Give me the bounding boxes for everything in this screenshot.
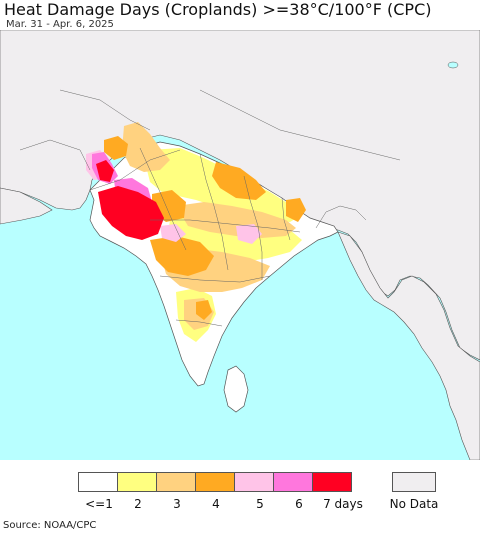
zone-7-days-sindh <box>96 160 114 182</box>
zone-4-days-south <box>196 300 212 320</box>
legend-label-7: 7 days <box>323 497 363 511</box>
legend-label-2: 2 <box>134 497 142 511</box>
zone-5-days-mp <box>160 224 186 242</box>
legend-label-4: 4 <box>212 497 220 511</box>
legend-label-6: 6 <box>295 497 303 511</box>
legend-label-3: 3 <box>173 497 181 511</box>
zone-7-days-gujarat <box>98 186 164 240</box>
zone-4-days-north <box>212 162 266 200</box>
internal-borders <box>19 89 401 327</box>
legend-swatch-7 <box>312 472 352 492</box>
lake-patch <box>447 61 459 69</box>
legend-swatch-1 <box>78 472 118 492</box>
source-credit: Source: NOAA/CPC <box>3 520 97 531</box>
legend <box>78 472 352 494</box>
legend-swatch-5 <box>234 472 274 492</box>
zone-3-days-central <box>176 202 296 238</box>
legend-label-5: 5 <box>256 497 264 511</box>
land-east-no-data <box>337 231 480 460</box>
map-subtitle: Mar. 31 - Apr. 6, 2025 <box>6 19 114 30</box>
legend-swatch-6 <box>273 472 313 492</box>
legend-swatch-2 <box>117 472 157 492</box>
legend-label-no-data: No Data <box>389 497 439 511</box>
legend-swatch-4 <box>195 472 235 492</box>
legend-swatch-no-data <box>392 472 436 492</box>
zone-4-days-maharashtra <box>150 236 214 276</box>
legend-label-1: <=1 <box>85 497 113 511</box>
zone-4-days-punjab <box>104 136 128 160</box>
heat-damage-map <box>0 30 480 460</box>
land-west-no-data <box>0 187 53 225</box>
legend-swatch-3 <box>156 472 196 492</box>
sri-lanka <box>223 365 249 413</box>
zone-5-days-central <box>236 224 262 244</box>
map-title: Heat Damage Days (Croplands) >=38°C/100°… <box>4 0 432 19</box>
zone-4-days-east <box>286 198 306 222</box>
zone-3-days-north <box>122 122 170 172</box>
